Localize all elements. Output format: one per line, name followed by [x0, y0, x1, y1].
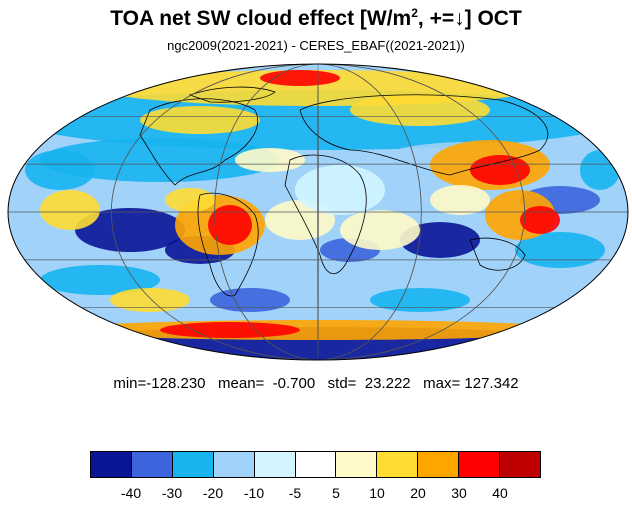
colorbar-tick-label: 30: [451, 485, 467, 501]
statistics-line: min=-128.230 mean= -0.700 std= 23.222 ma…: [113, 375, 519, 392]
colorbar-swatch: [500, 452, 540, 477]
longitude-line: [110, 64, 526, 360]
anomaly-region: [470, 155, 530, 185]
anomaly-region: [40, 265, 160, 295]
anomaly-region: [515, 232, 605, 268]
title-suffix: , +=↓] OCT: [417, 7, 522, 30]
anomaly-region: [25, 150, 95, 190]
anomaly-region: [160, 322, 300, 338]
anomaly-region: [260, 70, 340, 86]
longitude-line: [214, 64, 422, 360]
anomaly-region: [370, 288, 470, 312]
anomaly-region: [235, 148, 305, 172]
colorbar: [90, 451, 541, 478]
anomaly-region: [520, 206, 560, 234]
coastline: [284, 154, 367, 275]
coastline: [469, 237, 526, 271]
anomaly-region: [295, 165, 385, 215]
colorbar-swatch: [91, 452, 132, 477]
anomaly-region: [350, 94, 490, 126]
anomaly-region: [430, 185, 490, 215]
coastline: [299, 94, 549, 176]
colorbar-tick-label: 40: [492, 485, 508, 501]
colorbar-swatch: [336, 452, 378, 477]
anomaly-region: [40, 190, 100, 230]
anomaly-region: [40, 138, 280, 182]
colorbar-labels: -40 -30 -20 -10 -5 5 10 20 30 40: [0, 485, 632, 503]
colorbar-swatch: [131, 452, 173, 477]
anomaly-region: [165, 188, 215, 212]
anomaly-region: [340, 210, 420, 250]
anomaly-region: [580, 150, 620, 190]
title-superscript: 2: [411, 6, 418, 20]
colorbar-tick-label: 20: [410, 485, 426, 501]
anomaly-region: [75, 208, 185, 252]
coastline: [197, 192, 259, 297]
coastline: [139, 98, 258, 186]
colorbar-tick-label: -30: [161, 485, 183, 501]
anomaly-region: [210, 288, 290, 312]
colorbar-swatch: [254, 452, 296, 477]
anomaly-region: [18, 274, 618, 326]
title-main: TOA net SW cloud effect [W/m: [110, 7, 412, 30]
colorbar-tick-label: 10: [369, 485, 385, 501]
colorbar-swatch: [172, 452, 214, 477]
colorbar-tick-label: 5: [332, 485, 340, 501]
anomaly-region: [400, 222, 480, 258]
map-field: [8, 64, 628, 360]
anomaly-region: [110, 288, 190, 312]
anomaly-regions: [18, 70, 620, 360]
colorbar-tick-label: -20: [202, 485, 224, 501]
colorbar-swatch: [213, 452, 255, 477]
colorbar-tick-label: -10: [243, 485, 265, 501]
plot-subtitle: ngc2009(2021-2021) - CERES_EBAF((2021-20…: [167, 38, 465, 53]
anomaly-region: [58, 320, 578, 340]
colorbar-swatch: [418, 452, 460, 477]
anomaly-region: [208, 205, 252, 245]
graticule: [8, 64, 628, 360]
coastline: [188, 86, 276, 103]
plot-title: TOA net SW cloud effect [W/m2, +=↓] OCT: [0, 6, 632, 31]
anomaly-region: [140, 106, 260, 134]
colorbar-swatch: [459, 452, 501, 477]
longitude-line: [317, 64, 319, 360]
coastlines: [139, 86, 549, 297]
colorbar-swatch: [377, 452, 419, 477]
colorbar-tick-label: -5: [288, 485, 302, 501]
colorbar-tick-label: -40: [120, 485, 142, 501]
map-border: [7, 63, 629, 361]
colorbar-swatch: [295, 452, 337, 477]
